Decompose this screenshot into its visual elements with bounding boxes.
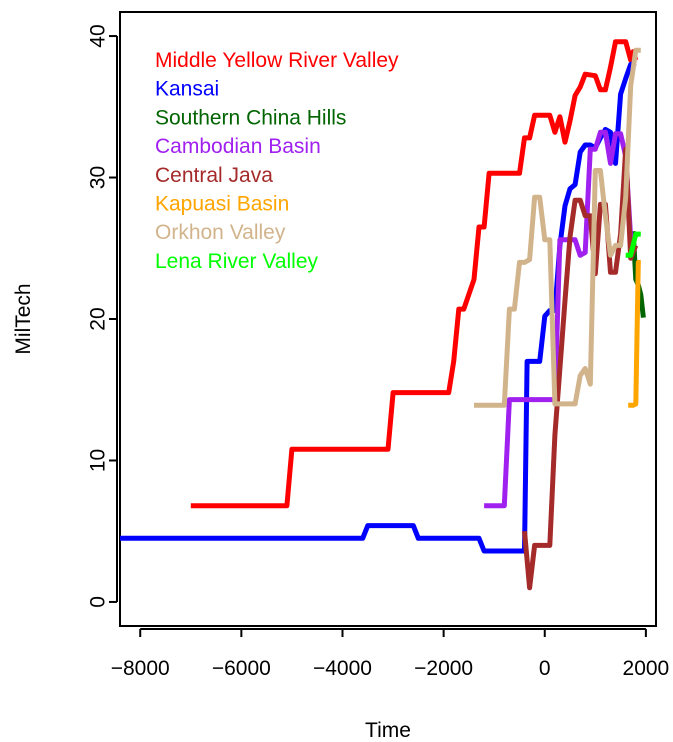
x-tick-label: −8000 (111, 657, 170, 680)
series-line-kansai (120, 60, 637, 554)
legend-entry: Kansai (155, 78, 219, 101)
legend-entry: Orkhon Valley (155, 221, 286, 244)
y-tick-label: 20 (87, 307, 110, 330)
series-line-lena-river-valley (625, 231, 641, 258)
x-axis: −8000 −6000 −4000 −2000 0 2000 (111, 628, 670, 680)
series-line-kapuasi-basin (628, 259, 641, 408)
series-lines (120, 39, 646, 591)
y-axis-label: MilTech (12, 283, 35, 354)
legend-entry: Middle Yellow River Valley (155, 49, 399, 72)
x-axis-label: Time (365, 719, 411, 742)
x-tick-label: −2000 (414, 657, 473, 680)
y-tick-label: 10 (87, 449, 110, 472)
x-tick-label: −4000 (313, 657, 372, 680)
y-tick-label: 0 (87, 596, 110, 608)
legend-entry: Southern China Hills (155, 106, 346, 129)
x-tick-label: 0 (539, 657, 551, 680)
series-line-cambodian-basin (484, 129, 634, 509)
legend-entry: Central Java (155, 164, 273, 187)
plot-frame (119, 11, 657, 627)
y-axis: 0 10 20 30 40 (87, 24, 118, 608)
y-tick-label: 30 (87, 166, 110, 189)
x-tick-label: −6000 (212, 657, 271, 680)
x-tick-label: 2000 (623, 657, 670, 680)
y-tick-label: 40 (87, 24, 110, 47)
legend-entry: Kapuasi Basin (155, 193, 289, 216)
legend-entry: Lena River Valley (155, 250, 319, 273)
series-line-orkhon-valley (474, 47, 641, 408)
legend-entry: Cambodian Basin (155, 135, 321, 158)
series-line-middle-yellow-river-valley (190, 39, 639, 509)
legend: Middle Yellow River Valley Kansai Southern… (155, 49, 399, 273)
